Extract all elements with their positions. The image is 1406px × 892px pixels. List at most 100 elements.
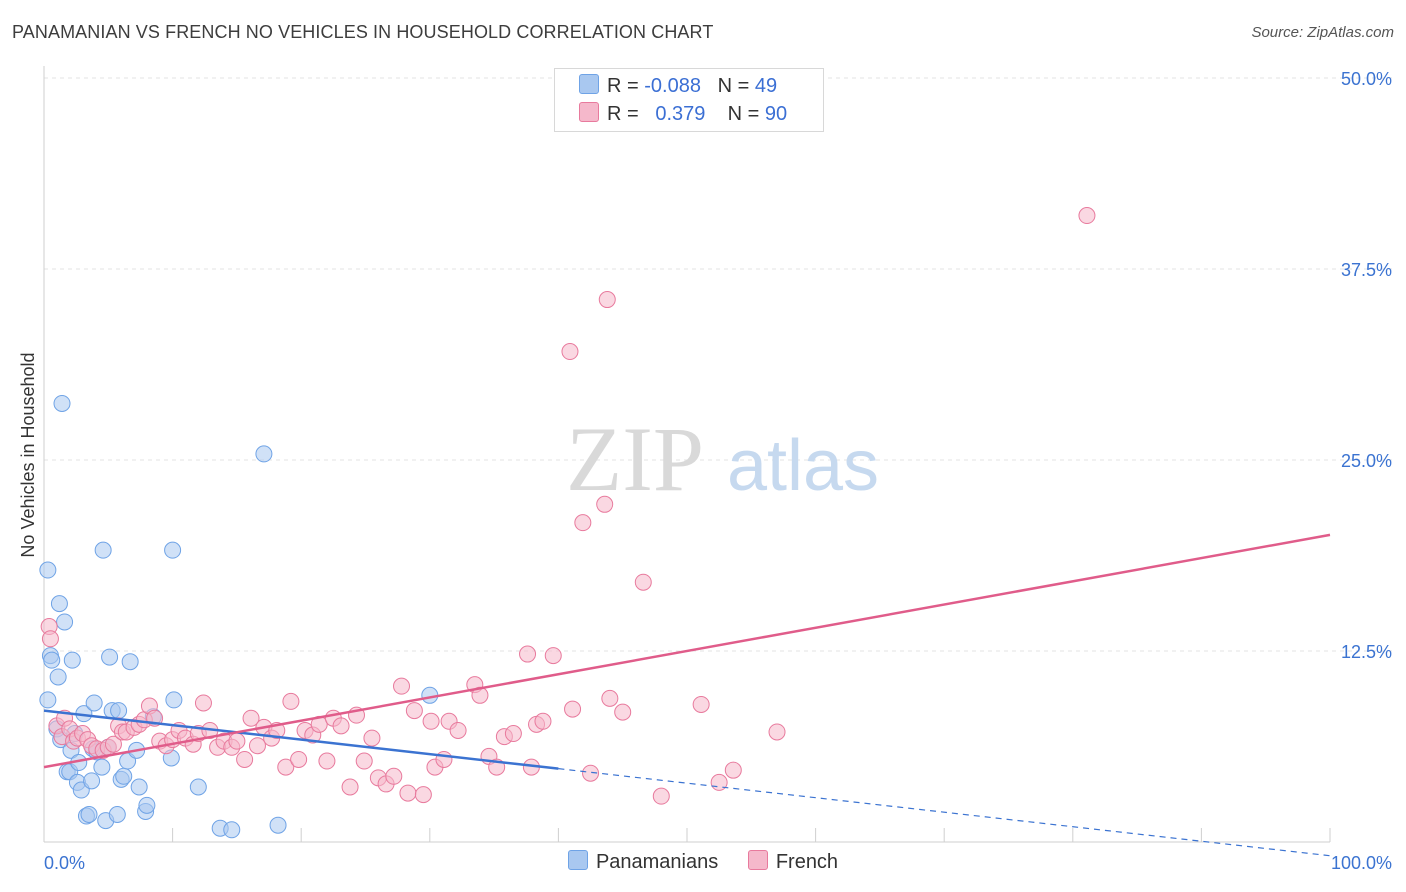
y-tick-label: 25.0%: [1341, 451, 1392, 471]
point-panamanians: [53, 394, 71, 412]
point-french: [228, 732, 246, 750]
point-french: [601, 689, 619, 707]
point-panamanians: [93, 758, 111, 776]
point-french: [248, 737, 266, 755]
point-french: [598, 291, 616, 309]
source-label: Source: ZipAtlas.com: [1251, 24, 1394, 41]
legend-n-value: 49: [754, 75, 778, 97]
legend-n-value: 90: [764, 103, 788, 125]
legend-r-value: 0.379: [655, 103, 706, 125]
point-panamanians: [94, 541, 112, 559]
trend-line-french: [43, 533, 1331, 769]
legend-row-french: R = 0.379 N = 90: [579, 102, 787, 126]
point-french: [692, 695, 710, 713]
stats-legend: R = -0.088 N = 49 R = 0.379 N = 90: [554, 68, 824, 132]
point-panamanians: [83, 772, 101, 790]
point-french: [519, 645, 537, 663]
point-french: [399, 784, 417, 802]
legend-swatch-blue: [567, 850, 588, 870]
legend-swatch-pink: [747, 850, 768, 870]
legend-r-label: R =: [607, 75, 639, 97]
tick-labels: 12.5% 25.0% 37.5% 50.0% 0.0% 100.0%: [44, 69, 1392, 873]
point-panamanians: [189, 778, 207, 796]
axes: [43, 66, 1331, 843]
trend-lines: [43, 533, 1331, 857]
point-french: [596, 495, 614, 513]
point-french: [614, 703, 632, 721]
point-panamanians: [165, 691, 183, 709]
point-french: [282, 692, 300, 710]
point-french: [504, 725, 522, 743]
point-panamanians: [269, 816, 287, 834]
legend-row-panamanians: R = -0.088 N = 49: [579, 74, 777, 98]
point-french: [242, 709, 260, 727]
trend-line-panamanians: [43, 709, 559, 770]
legend-n-label: N =: [727, 103, 760, 125]
legend-label: French: [775, 851, 839, 873]
point-french: [534, 712, 552, 730]
point-french: [405, 702, 423, 720]
point-french: [41, 630, 59, 648]
x-tick-label: 0.0%: [44, 853, 85, 873]
legend-item-panamanians: Panamanians: [567, 850, 719, 874]
point-panamanians: [101, 648, 119, 666]
point-panamanians: [63, 651, 81, 669]
point-panamanians: [50, 595, 68, 613]
legend-n-label: N =: [717, 75, 750, 97]
point-panamanians: [121, 653, 139, 671]
trend-line-panamanians-extrapolated: [558, 768, 1331, 857]
point-french: [194, 694, 212, 712]
point-french: [768, 723, 786, 741]
legend-label: Panamanians: [595, 851, 719, 873]
legend-r-value: -0.088: [644, 75, 701, 97]
y-axis-label: No Vehicles in Household: [18, 352, 38, 557]
point-french: [652, 787, 670, 805]
point-panamanians: [110, 702, 128, 720]
point-french: [414, 786, 432, 804]
point-french: [724, 761, 742, 779]
point-panamanians: [49, 668, 67, 686]
watermark: ZIP atlas: [566, 408, 879, 510]
point-panamanians: [85, 694, 103, 712]
point-french: [290, 750, 308, 768]
watermark-atlas: atlas: [727, 426, 879, 506]
legend-item-french: French: [747, 850, 839, 874]
point-french: [104, 735, 122, 753]
point-panamanians: [39, 691, 57, 709]
point-french: [422, 712, 440, 730]
point-panamanians: [56, 613, 74, 631]
point-french: [277, 758, 295, 776]
point-french: [355, 752, 373, 770]
point-french: [341, 778, 359, 796]
legend-swatch-blue: [579, 74, 599, 94]
point-french: [582, 764, 600, 782]
watermark-zip: ZIP: [566, 408, 704, 510]
point-french: [393, 677, 411, 695]
point-french: [634, 573, 652, 591]
legend-swatch-pink: [579, 102, 599, 122]
point-panamanians: [43, 651, 61, 669]
y-tick-label: 12.5%: [1341, 642, 1392, 662]
point-panamanians: [80, 805, 98, 823]
point-french: [332, 717, 350, 735]
chart-title: PANAMANIAN VS FRENCH NO VEHICLES IN HOUS…: [12, 22, 714, 42]
y-tick-label: 50.0%: [1341, 69, 1392, 89]
point-panamanians: [223, 821, 241, 839]
point-french: [385, 767, 403, 785]
legend-r-label: R =: [607, 103, 639, 125]
point-french: [318, 752, 336, 770]
y-tick-label: 37.5%: [1341, 260, 1392, 280]
point-panamanians: [130, 778, 148, 796]
point-french: [449, 721, 467, 739]
point-panamanians: [138, 796, 156, 814]
point-french: [564, 700, 582, 718]
point-french: [544, 647, 562, 665]
data-points: [39, 207, 1096, 839]
point-panamanians: [115, 767, 133, 785]
x-tick-label: 100.0%: [1331, 853, 1392, 873]
point-panamanians: [164, 541, 182, 559]
gridlines: [44, 77, 1392, 652]
point-french: [236, 750, 254, 768]
series-legend: Panamanians French: [0, 850, 1406, 874]
